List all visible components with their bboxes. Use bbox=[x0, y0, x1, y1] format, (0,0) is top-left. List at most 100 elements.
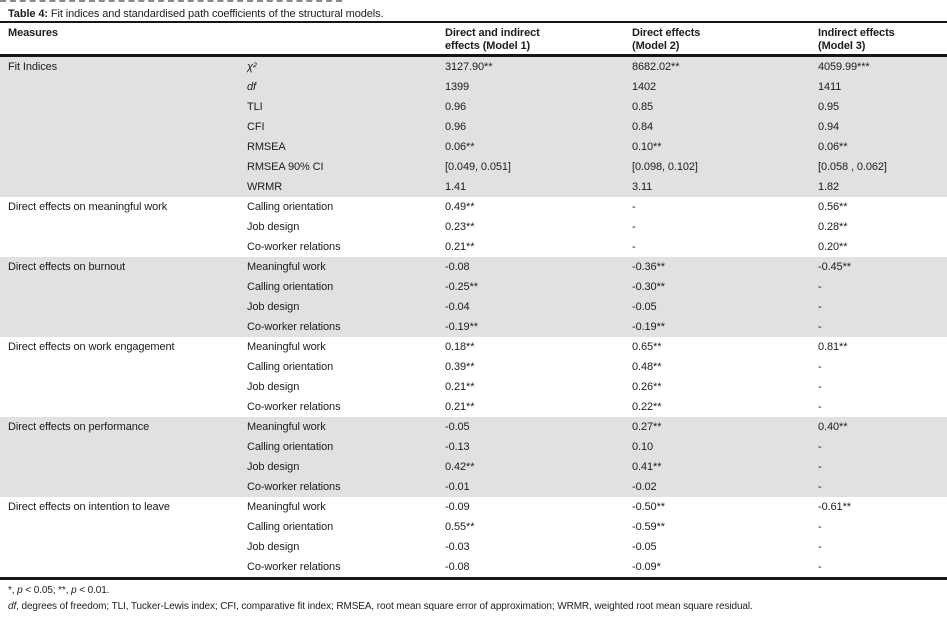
header-model3-line1: Indirect effects bbox=[818, 27, 895, 39]
value-cell-model1: 0.18** bbox=[445, 341, 475, 353]
value-cell-model1: -0.19** bbox=[445, 321, 478, 333]
value-cell-model1: 0.21** bbox=[445, 381, 475, 393]
table-row: Calling orientation -0.13 0.10 - bbox=[0, 437, 947, 457]
section-label-cell bbox=[8, 97, 247, 117]
table-title: Table 4: Fit indices and standardised pa… bbox=[0, 0, 947, 21]
value-cell-model2: - bbox=[632, 201, 636, 213]
measure-cell: Meaningful work bbox=[247, 421, 326, 433]
value-cell-model3: - bbox=[818, 441, 822, 453]
section-label-cell bbox=[8, 297, 247, 317]
measure-cell: Meaningful work bbox=[247, 341, 326, 353]
section-label-cell bbox=[8, 357, 247, 377]
measure-cell: Co-worker relations bbox=[247, 561, 341, 573]
header-model2: Direct effects (Model 2) bbox=[632, 27, 818, 54]
measure-cell: Meaningful work bbox=[247, 501, 326, 513]
measure-cell: Job design bbox=[247, 381, 300, 393]
table-row: Calling orientation 0.39** 0.48** - bbox=[0, 357, 947, 377]
value-cell-model1: -0.04 bbox=[445, 301, 470, 313]
sig-p1: p bbox=[17, 585, 23, 596]
measure-cell: Calling orientation bbox=[247, 361, 334, 373]
header-model2-line2: (Model 2) bbox=[632, 40, 680, 52]
significance-footnote: *, p < 0.05; **, p < 0.01. bbox=[0, 585, 947, 597]
measure-cell: Job design bbox=[247, 461, 300, 473]
abbr-df: df bbox=[8, 601, 17, 612]
section-label-cell bbox=[8, 77, 247, 97]
measure-cell: Job design bbox=[247, 541, 300, 553]
table-row: Job design 0.42** 0.41** - bbox=[0, 457, 947, 477]
value-cell-model3: 1.82 bbox=[818, 181, 840, 193]
value-cell-model3: - bbox=[818, 321, 822, 333]
table-row: Co-worker relations 0.21** 0.22** - bbox=[0, 397, 947, 417]
table-row: RMSEA 90% CI [0.049, 0.051] [0.098, 0.102]… bbox=[0, 157, 947, 177]
table-row: Calling orientation 0.55** -0.59** - bbox=[0, 517, 947, 537]
value-cell-model1: -0.01 bbox=[445, 481, 470, 493]
header-measures: Measures bbox=[8, 27, 58, 39]
value-cell-model2: 0.10** bbox=[632, 141, 662, 153]
value-cell-model1: 0.49** bbox=[445, 201, 475, 213]
section-label-cell: Direct effects on intention to leave bbox=[8, 501, 170, 513]
abbreviations-footnote: df, degrees of freedom; TLI, Tucker-Lewi… bbox=[0, 601, 947, 613]
value-cell-model1: -0.08 bbox=[445, 261, 470, 273]
table-row: Job design 0.23** - 0.28** bbox=[0, 217, 947, 237]
value-cell-model1: -0.25** bbox=[445, 281, 478, 293]
value-cell-model1: 0.21** bbox=[445, 241, 475, 253]
value-cell-model1: 0.23** bbox=[445, 221, 475, 233]
value-cell-model1: 0.96 bbox=[445, 101, 467, 113]
measure-cell: df bbox=[247, 81, 256, 93]
section-label-cell bbox=[8, 397, 247, 417]
table-section: Direct effects on meaningful work Calling… bbox=[0, 197, 947, 257]
value-cell-model3: [0.058 , 0.062] bbox=[818, 161, 887, 173]
value-cell-model2: - bbox=[632, 221, 636, 233]
sig-part1: *, bbox=[8, 585, 18, 596]
header-model1-line2: effects (Model 1) bbox=[445, 40, 531, 52]
value-cell-model2: 0.10 bbox=[632, 441, 654, 453]
section-label-cell bbox=[8, 317, 247, 337]
value-cell-model1: -0.09 bbox=[445, 501, 470, 513]
table-row: Direct effects on burnout Meaningful work… bbox=[0, 257, 947, 277]
value-cell-model2: 0.27** bbox=[632, 421, 662, 433]
value-cell-model3: 0.56** bbox=[818, 201, 848, 213]
value-cell-model3: 0.40** bbox=[818, 421, 848, 433]
value-cell-model2: 0.48** bbox=[632, 361, 662, 373]
value-cell-model2: -0.36** bbox=[632, 261, 665, 273]
section-label-cell bbox=[8, 117, 247, 137]
value-cell-model2: - bbox=[632, 241, 636, 253]
value-cell-model3: 0.95 bbox=[818, 101, 840, 113]
table-row: Co-worker relations -0.01 -0.02 - bbox=[0, 477, 947, 497]
value-cell-model1: 0.42** bbox=[445, 461, 475, 473]
table-section: Direct effects on performance Meaningful … bbox=[0, 417, 947, 497]
table-row: RMSEA 0.06** 0.10** 0.06** bbox=[0, 137, 947, 157]
value-cell-model1: -0.13 bbox=[445, 441, 470, 453]
value-cell-model3: - bbox=[818, 381, 822, 393]
value-cell-model2: -0.50** bbox=[632, 501, 665, 513]
measure-cell: Co-worker relations bbox=[247, 481, 341, 493]
value-cell-model2: -0.19** bbox=[632, 321, 665, 333]
section-label-cell: Fit Indices bbox=[8, 61, 58, 73]
measure-cell: Co-worker relations bbox=[247, 321, 341, 333]
section-label-cell bbox=[8, 557, 247, 577]
value-cell-model2: 0.84 bbox=[632, 121, 654, 133]
value-cell-model3: - bbox=[818, 461, 822, 473]
value-cell-model1: -0.05 bbox=[445, 421, 470, 433]
value-cell-model3: -0.45** bbox=[818, 261, 851, 273]
measure-cell: CFI bbox=[247, 121, 265, 133]
measure-cell: Job design bbox=[247, 221, 300, 233]
table-row: Job design -0.03 -0.05 - bbox=[0, 537, 947, 557]
section-label-cell: Direct effects on work engagement bbox=[8, 341, 175, 353]
measure-cell: RMSEA 90% CI bbox=[247, 161, 324, 173]
value-cell-model3: - bbox=[818, 401, 822, 413]
sig-p2: p bbox=[71, 585, 77, 596]
table-section: Direct effects on work engagement Meaning… bbox=[0, 337, 947, 417]
top-edge-dashed-artifact bbox=[0, 0, 342, 2]
table-title-number: Table 4: bbox=[8, 8, 48, 20]
value-cell-model3: - bbox=[818, 301, 822, 313]
value-cell-model3: 0.81** bbox=[818, 341, 848, 353]
measure-cell: Job design bbox=[247, 301, 300, 313]
measure-cell: Co-worker relations bbox=[247, 401, 341, 413]
value-cell-model2: 0.65** bbox=[632, 341, 662, 353]
value-cell-model1: 1.41 bbox=[445, 181, 467, 193]
value-cell-model2: -0.02 bbox=[632, 481, 657, 493]
table-header-row: Measures Direct and indirect effects (Mo… bbox=[0, 23, 947, 54]
value-cell-model2: -0.09* bbox=[632, 561, 661, 573]
